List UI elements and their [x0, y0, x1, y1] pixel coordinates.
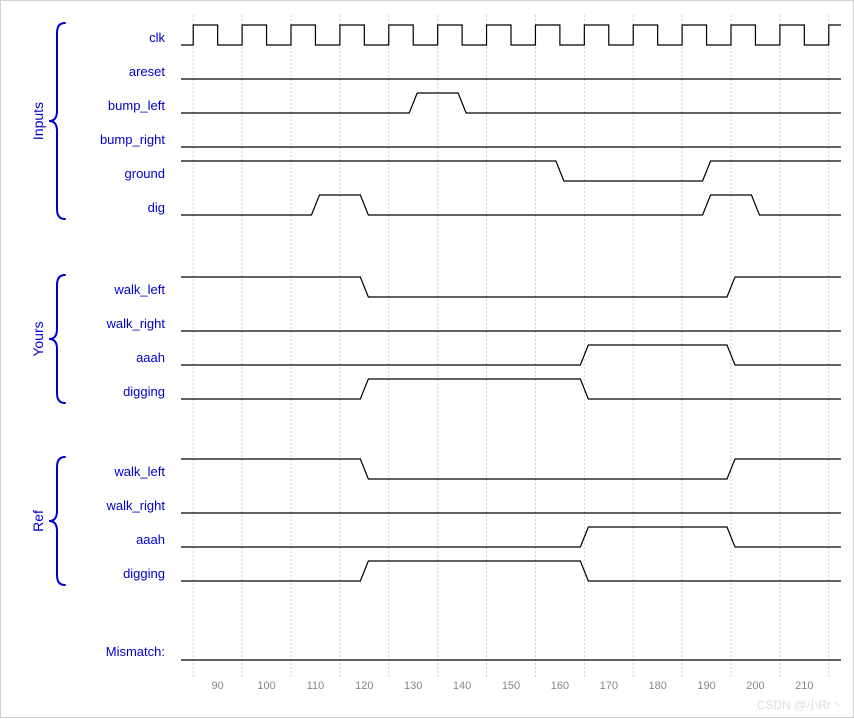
group-yours: Yours walk_left walk_rightaaah digging — [30, 275, 841, 403]
signal-label-walk_left: walk_left — [113, 464, 165, 479]
waveform-aaah — [181, 345, 841, 365]
time-tick: 120 — [355, 680, 373, 692]
mismatch-label: Mismatch: — [106, 644, 165, 659]
signal-label-dig: dig — [148, 200, 165, 215]
signal-label-areset: areset — [129, 64, 166, 79]
waveform-walk_left — [181, 459, 841, 479]
time-tick: 200 — [746, 680, 764, 692]
grid — [193, 15, 829, 679]
signal-label-aaah: aaah — [136, 532, 165, 547]
time-tick: 150 — [502, 680, 520, 692]
signal-label-digging: digging — [123, 384, 165, 399]
waveform-digging — [181, 379, 841, 399]
time-axis: 90 100 110 120 130 140 150 160 170 180 190 200 210 — [212, 680, 814, 692]
waveform-dig — [181, 195, 841, 215]
group-label: Yours — [30, 321, 46, 356]
timing-chart: 90 100 110 120 130 140 150 160 170 180 190 200 210 In… — [1, 1, 854, 719]
watermark: CSDN @小Rr丶 — [757, 698, 843, 712]
signal-label-walk_right: walk_right — [105, 316, 165, 331]
time-tick: 170 — [600, 680, 618, 692]
waveform-bump_left — [181, 93, 841, 113]
waveform-aaah — [181, 527, 841, 547]
waveform-clk — [181, 25, 841, 45]
signal-label-aaah: aaah — [136, 350, 165, 365]
waveform-walk_left — [181, 277, 841, 297]
time-tick: 110 — [307, 680, 325, 692]
time-tick: 140 — [453, 680, 471, 692]
signal-label-bump_right: bump_right — [100, 132, 165, 147]
signal-label-digging: digging — [123, 566, 165, 581]
time-tick: 130 — [404, 680, 422, 692]
group-brace — [49, 275, 65, 403]
time-tick: 100 — [257, 680, 275, 692]
group-label: Ref — [30, 510, 46, 532]
signal-label-clk: clk — [149, 30, 165, 45]
group-ref: Ref walk_left walk_rightaaah digging — [30, 457, 841, 585]
waveform-ground — [181, 161, 841, 181]
signal-label-bump_left: bump_left — [108, 98, 165, 113]
time-tick: 160 — [551, 680, 569, 692]
time-tick: 180 — [648, 680, 666, 692]
timing-diagram-frame: 90 100 110 120 130 140 150 160 170 180 190 200 210 In… — [0, 0, 854, 718]
signal-label-walk_left: walk_left — [113, 282, 165, 297]
time-tick: 90 — [212, 680, 224, 692]
group-label: Inputs — [30, 102, 46, 140]
group-inputs: Inputs clk areset bump_left bump_rightground… — [30, 23, 841, 219]
signal-label-ground: ground — [125, 166, 165, 181]
group-brace — [49, 23, 65, 219]
time-tick: 190 — [697, 680, 715, 692]
group-brace — [49, 457, 65, 585]
waveform-digging — [181, 561, 841, 581]
time-tick: 210 — [795, 680, 813, 692]
signal-label-walk_right: walk_right — [105, 498, 165, 513]
